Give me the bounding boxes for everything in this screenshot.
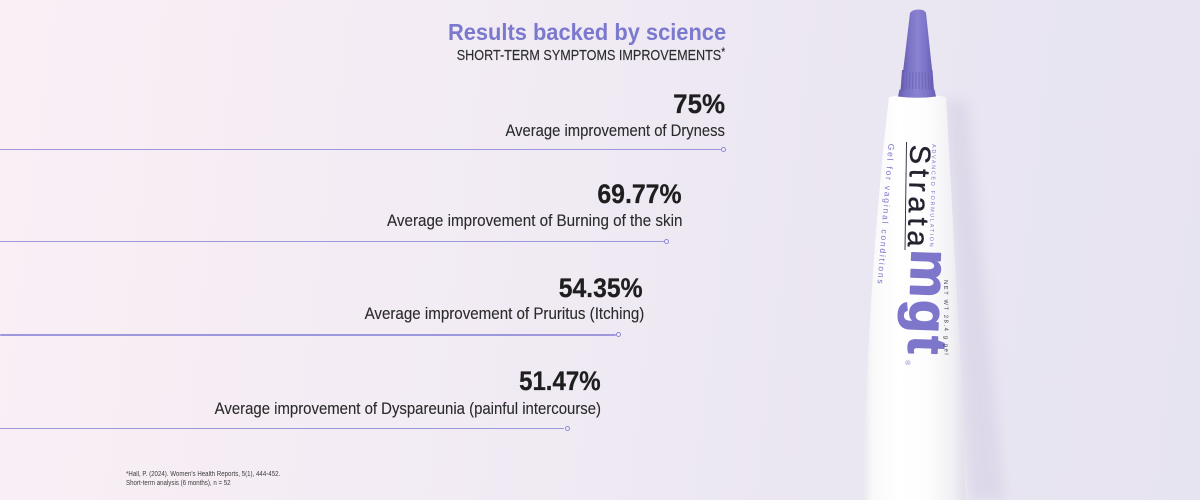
svg-text:NET WT 28.4 g gel: NET WT 28.4 g gel [942, 280, 949, 356]
svg-text:®: ® [903, 360, 911, 366]
svg-text:mgt: mgt [896, 249, 960, 358]
svg-text:ADVANCED FORMULATION: ADVANCED FORMULATION [928, 144, 937, 248]
